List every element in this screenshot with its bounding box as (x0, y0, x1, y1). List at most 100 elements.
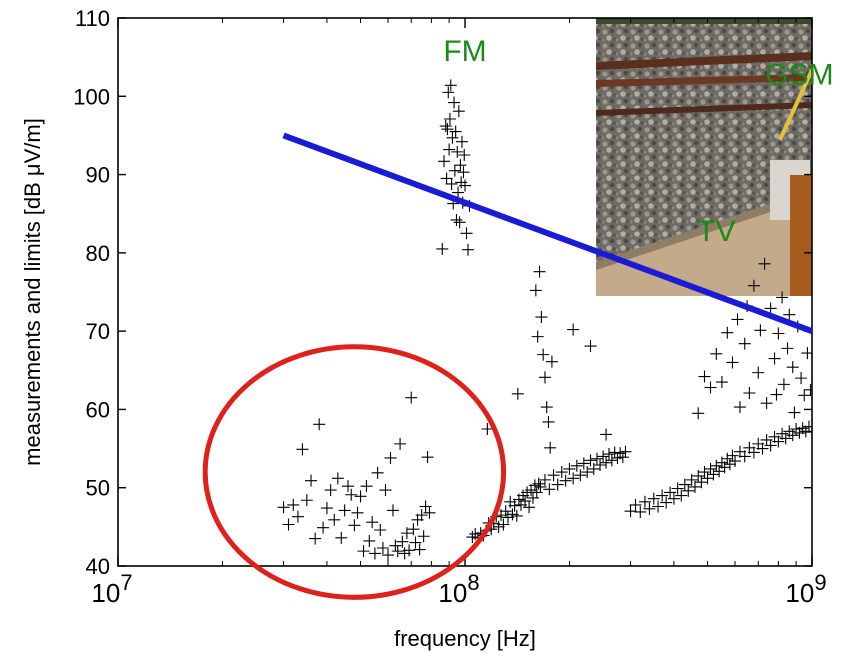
annotation-fm: FM (443, 35, 486, 68)
data-point (291, 510, 304, 523)
data-point (638, 495, 651, 508)
data-point (331, 472, 344, 485)
data-point (551, 478, 564, 491)
data-point (405, 391, 418, 404)
data-point (538, 371, 551, 384)
data-point (656, 489, 669, 502)
data-point (678, 478, 691, 491)
data-point (634, 505, 647, 518)
data-point (799, 425, 812, 438)
data-point (731, 313, 744, 326)
data-point (754, 324, 767, 337)
data-point (453, 216, 466, 229)
data-point (685, 473, 698, 486)
y-tick-label: 80 (86, 241, 110, 266)
data-point (499, 505, 512, 518)
data-point (671, 482, 684, 495)
data-point (652, 500, 665, 513)
data-point (747, 446, 760, 459)
data-point (386, 504, 399, 517)
data-point (584, 454, 597, 467)
data-point (804, 383, 812, 396)
data-point (764, 439, 777, 452)
data-point (441, 123, 454, 136)
data-point (570, 459, 583, 472)
data-point (455, 135, 468, 148)
data-point (508, 499, 521, 512)
data-point (682, 484, 695, 497)
data-point (605, 454, 618, 467)
data-point (793, 426, 806, 439)
highlight-circle (202, 344, 507, 600)
data-point (452, 105, 465, 118)
data-point (439, 120, 452, 133)
x-tick-label: 109 (785, 570, 826, 608)
data-point (786, 361, 799, 374)
data-point (396, 535, 409, 548)
data-point (458, 149, 471, 161)
data-point (531, 330, 544, 343)
data-point (587, 462, 600, 475)
data-point (443, 112, 456, 125)
data-point (403, 544, 416, 557)
data-point (384, 451, 397, 464)
y-tick-label: 40 (86, 554, 110, 579)
data-point (417, 530, 430, 543)
data-point (445, 177, 458, 190)
annotation-gsm: GSM (765, 59, 833, 92)
data-point (497, 518, 510, 531)
data-point (324, 484, 337, 497)
data-point (752, 366, 765, 379)
data-point (779, 432, 792, 445)
data-point (532, 477, 545, 490)
data-point (801, 347, 812, 360)
data-point (374, 523, 387, 536)
data-point (544, 441, 557, 454)
data-point (594, 459, 607, 472)
data-point (415, 509, 428, 522)
data-point (328, 513, 341, 526)
data-point (317, 521, 330, 534)
data-point (770, 388, 783, 401)
data-point (692, 469, 705, 482)
data-point (718, 461, 731, 474)
data-point (624, 505, 637, 518)
data-point (688, 480, 701, 493)
data-point (602, 448, 615, 461)
data-point (510, 509, 523, 522)
data-point (783, 308, 796, 321)
data-point (738, 337, 751, 350)
data-point (389, 539, 402, 552)
y-tick-label: 60 (86, 397, 110, 422)
data-point (450, 213, 463, 226)
data-point (360, 480, 373, 493)
data-point (760, 397, 773, 410)
data-point (436, 242, 449, 255)
data-point (619, 445, 632, 458)
data-point (413, 543, 426, 556)
data-point (806, 426, 812, 439)
data-point (707, 468, 720, 481)
data-point (786, 429, 799, 442)
data-point (710, 347, 723, 360)
inset-photo (596, 18, 812, 296)
data-point (611, 451, 624, 464)
data-point (461, 243, 474, 256)
data-point (309, 532, 322, 545)
data-point (277, 501, 290, 514)
axis-ticks (117, 17, 813, 567)
data-point (643, 502, 656, 515)
data-point (376, 541, 389, 554)
data-point (577, 457, 590, 470)
data-point (419, 500, 432, 513)
data-point (733, 445, 746, 458)
data-point (710, 459, 723, 472)
data-point (692, 407, 705, 420)
data-point (363, 534, 376, 547)
data-point (743, 386, 756, 399)
data-point (795, 372, 808, 385)
data-point (519, 495, 532, 508)
data-point (400, 527, 413, 540)
x-axis-title: frequency [Hz] (394, 626, 536, 651)
